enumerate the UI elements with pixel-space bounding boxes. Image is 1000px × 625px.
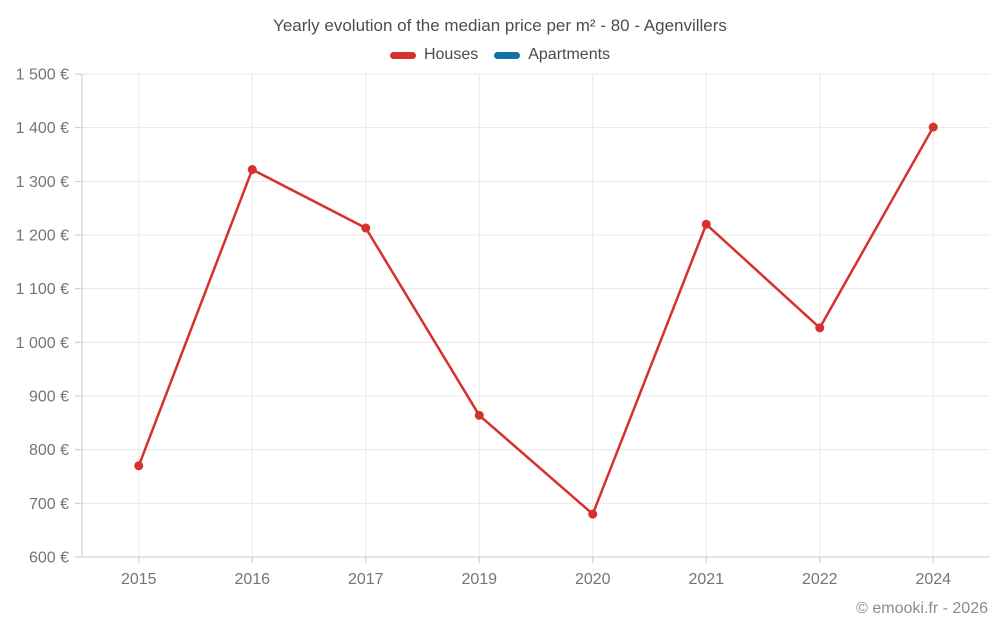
y-tick-label: 1 400 € [16,120,69,137]
x-tick-label: 2020 [575,571,611,588]
x-tick-label: 2022 [802,571,838,588]
houses-point-2019[interactable] [474,410,484,420]
legend-item-apartments[interactable]: Apartments [494,46,610,64]
y-tick-label: 1 300 € [16,174,69,191]
x-tick-label: 2017 [348,571,384,588]
y-tick-label: 800 € [29,442,69,459]
legend-item-houses[interactable]: Houses [389,46,479,64]
y-tick-label: 1 100 € [16,281,69,298]
x-tick-label: 2021 [688,571,724,588]
copyright-credit: © emooki.fr - 2026 [856,600,988,617]
y-tick-label: 600 € [29,550,69,567]
legend-label-houses: Houses [423,46,479,63]
x-tick-label: 2015 [121,571,157,588]
houses-line [137,126,935,516]
y-tick-label: 700 € [29,496,69,513]
x-tick-label: 2019 [461,571,497,588]
houses-point-2020[interactable] [588,509,598,519]
houses-point-2017[interactable] [361,223,371,233]
houses-point-2022[interactable] [815,323,825,333]
x-tick-label: 2024 [915,571,951,588]
y-tick-label: 1 200 € [16,228,69,245]
houses-point-2021[interactable] [701,219,711,229]
y-tick-label: 900 € [29,389,69,406]
chart-legend: Houses Apartments [0,46,1000,64]
apartments-series-swatch-icon [494,51,521,59]
y-tick-label: 1 000 € [16,335,69,352]
houses-series-swatch-icon [389,51,416,59]
y-tick-label: 1 500 € [16,67,69,84]
houses-point-2016[interactable] [247,165,257,175]
legend-label-apartments: Apartments [528,46,611,63]
houses-point-2015[interactable] [134,461,144,471]
chart-title: Yearly evolution of the median price per… [273,16,727,35]
houses-point-2024[interactable] [928,122,938,132]
x-tick-label: 2016 [234,571,270,588]
